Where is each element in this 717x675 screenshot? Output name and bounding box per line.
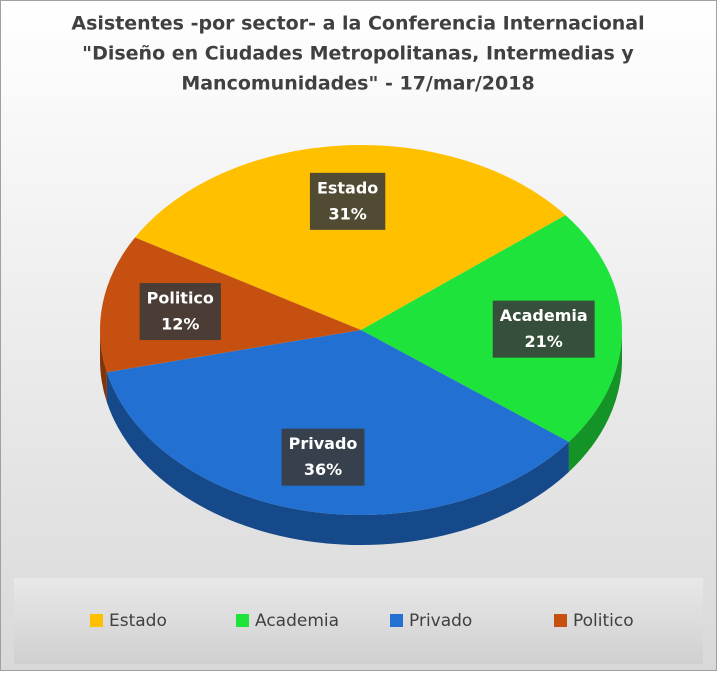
legend-label: Privado bbox=[409, 611, 472, 631]
data-label-box bbox=[309, 172, 386, 230]
data-label-box bbox=[139, 283, 221, 341]
legend: Estado Academia Privado Politico bbox=[90, 611, 634, 631]
data-label-box bbox=[492, 300, 595, 358]
chart-title: Asistentes -por sector- a la Conferencia… bbox=[71, 13, 644, 95]
data-label-category: Estado bbox=[317, 178, 378, 197]
data-label-value: 31% bbox=[328, 204, 366, 223]
legend-background bbox=[14, 578, 703, 664]
data-label-value: 21% bbox=[525, 332, 563, 351]
slice bbox=[361, 215, 622, 442]
slice-side bbox=[568, 330, 622, 472]
plot-area bbox=[100, 144, 622, 546]
title-line: "Diseño en Ciudades Metropolitanas, Inte… bbox=[82, 43, 634, 65]
title-line: Mancomunidades" - 17/mar/2018 bbox=[181, 73, 534, 95]
legend-label: Politico bbox=[573, 611, 634, 631]
data-label-value: 12% bbox=[161, 315, 199, 334]
data-label: Estado 31% bbox=[309, 172, 386, 230]
data-labels: Estado 31% Academia 21% Privado 36% Politico 12… bbox=[139, 172, 595, 486]
data-label: Politico 12% bbox=[139, 283, 221, 341]
legend-swatch bbox=[90, 614, 103, 627]
data-label: Academia 21% bbox=[492, 300, 595, 358]
legend-label: Estado bbox=[109, 611, 167, 631]
slice bbox=[134, 144, 566, 330]
slice-side bbox=[106, 372, 569, 546]
data-label-value: 36% bbox=[304, 460, 342, 479]
data-label-category: Politico bbox=[147, 289, 214, 308]
legend-swatch bbox=[390, 614, 403, 627]
data-label-category: Privado bbox=[289, 434, 358, 453]
slice bbox=[106, 330, 569, 515]
legend-swatch bbox=[554, 614, 567, 627]
legend-swatch bbox=[236, 614, 249, 627]
title-line: Asistentes -por sector- a la Conferencia… bbox=[71, 13, 644, 35]
legend-label: Academia bbox=[255, 611, 339, 631]
data-label-category: Academia bbox=[500, 306, 588, 325]
data-label: Privado 36% bbox=[281, 428, 365, 486]
data-label-box bbox=[281, 428, 365, 486]
slice-side bbox=[100, 330, 107, 403]
